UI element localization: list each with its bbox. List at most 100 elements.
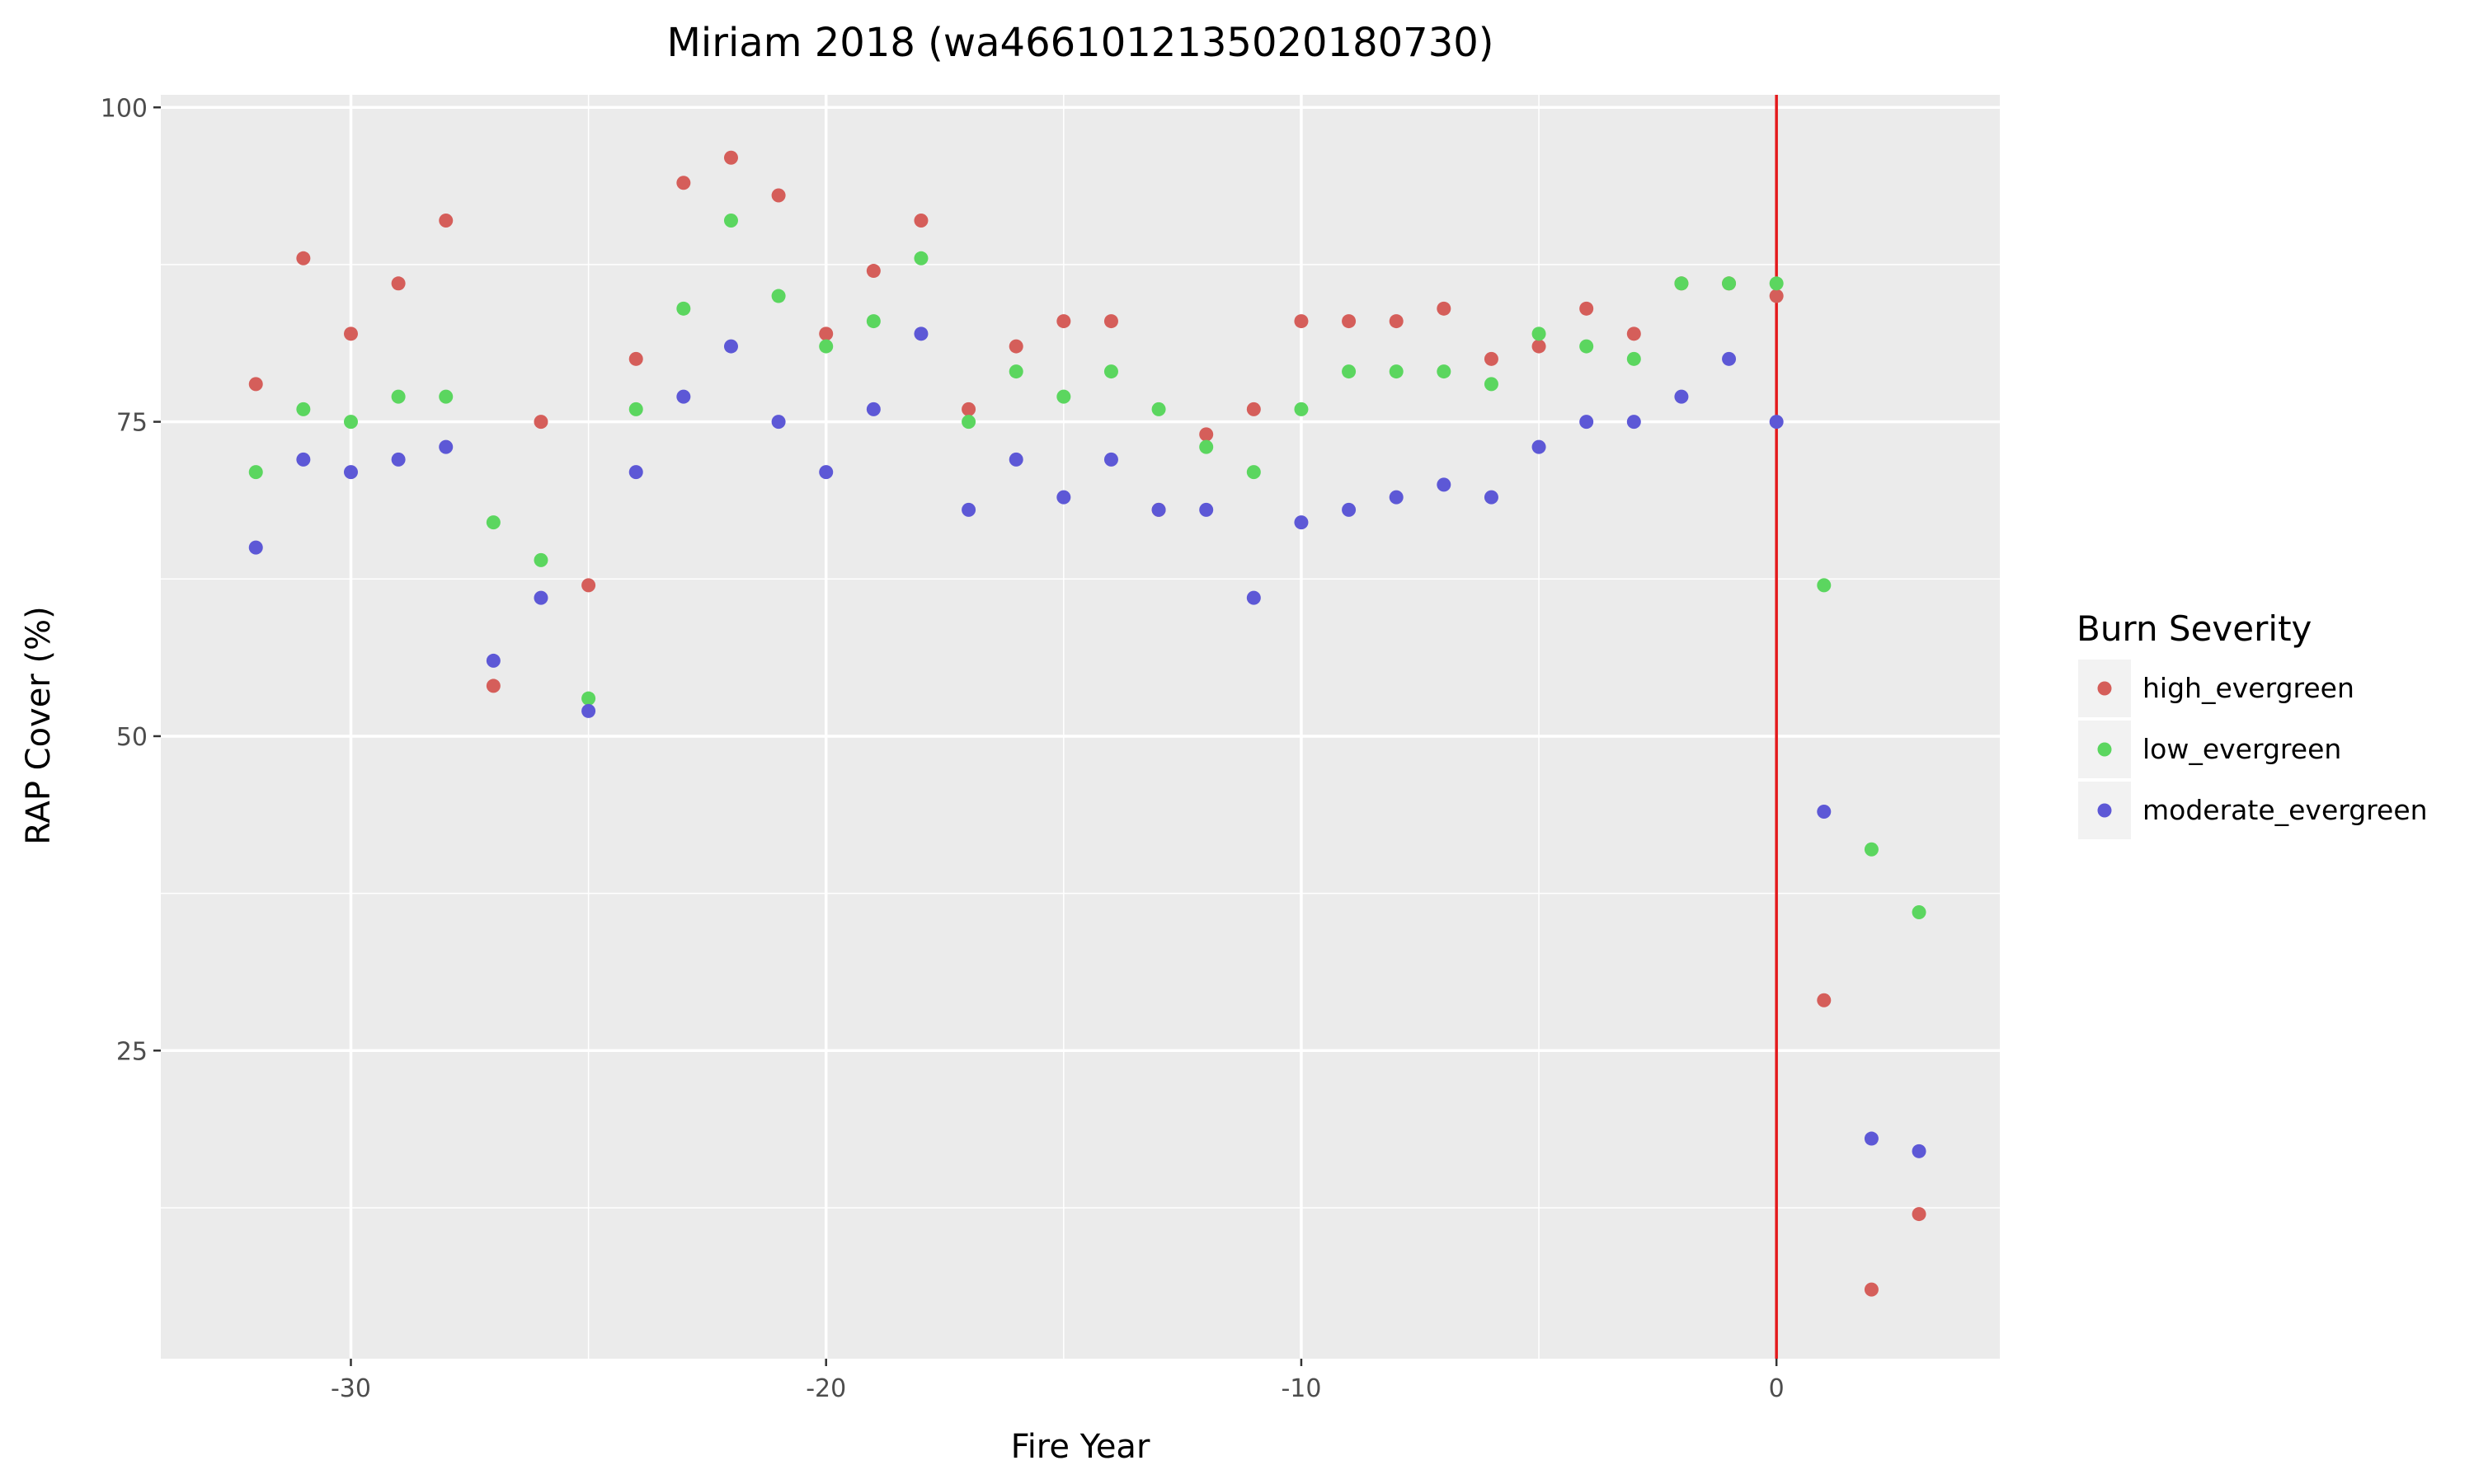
grid-minor-lines bbox=[161, 95, 2000, 1359]
data-point-high-evergreen bbox=[1009, 339, 1023, 354]
data-point-moderate-evergreen bbox=[771, 415, 786, 430]
data-point-low-evergreen bbox=[1579, 339, 1594, 354]
data-point-low-evergreen bbox=[819, 339, 834, 354]
data-point-moderate-evergreen bbox=[1626, 415, 1641, 430]
data-point-moderate-evergreen bbox=[486, 653, 501, 668]
data-point-moderate-evergreen bbox=[1531, 439, 1546, 454]
data-point-moderate-evergreen bbox=[296, 452, 311, 467]
data-point-moderate-evergreen bbox=[1389, 490, 1404, 505]
data-point-low-evergreen bbox=[1722, 276, 1737, 291]
y-tick-label: 100 bbox=[101, 94, 148, 123]
data-point-high-evergreen bbox=[391, 276, 406, 291]
data-point-moderate-evergreen bbox=[248, 540, 263, 555]
data-point-low-evergreen bbox=[1626, 351, 1641, 366]
data-point-low-evergreen bbox=[1199, 439, 1214, 454]
data-point-moderate-evergreen bbox=[914, 326, 929, 341]
data-point-moderate-evergreen bbox=[676, 389, 691, 404]
y-tick-label: 75 bbox=[116, 409, 148, 438]
data-point-high-evergreen bbox=[676, 176, 691, 190]
y-tick-label: 50 bbox=[116, 723, 148, 752]
legend-key-marker bbox=[2097, 803, 2112, 818]
data-point-moderate-evergreen bbox=[866, 402, 881, 416]
data-point-low-evergreen bbox=[439, 389, 454, 404]
x-tick-label: -20 bbox=[806, 1374, 846, 1403]
data-point-moderate-evergreen bbox=[1056, 490, 1071, 505]
data-point-high-evergreen bbox=[439, 214, 454, 228]
data-point-high-evergreen bbox=[1769, 289, 1784, 303]
data-point-moderate-evergreen bbox=[1579, 415, 1594, 430]
data-point-high-evergreen bbox=[486, 679, 501, 693]
y-axis-label: RAP Cover (%) bbox=[20, 606, 58, 844]
data-point-low-evergreen bbox=[486, 515, 501, 530]
y-tick-label: 25 bbox=[116, 1037, 148, 1066]
legend-label: high_evergreen bbox=[2142, 672, 2354, 704]
data-point-high-evergreen bbox=[1246, 402, 1261, 416]
data-point-moderate-evergreen bbox=[1009, 452, 1023, 467]
chart-title: Miriam 2018 (wa46610121350201807​30) bbox=[666, 20, 1493, 66]
data-point-moderate-evergreen bbox=[819, 465, 834, 480]
x-tick-label: -30 bbox=[331, 1374, 371, 1403]
data-point-low-evergreen bbox=[628, 402, 643, 416]
data-point-low-evergreen bbox=[1912, 904, 1926, 919]
data-point-moderate-evergreen bbox=[534, 590, 548, 605]
data-point-low-evergreen bbox=[676, 301, 691, 316]
data-point-high-evergreen bbox=[1389, 314, 1404, 329]
data-point-high-evergreen bbox=[914, 214, 929, 228]
data-point-high-evergreen bbox=[1199, 427, 1214, 442]
data-point-high-evergreen bbox=[962, 402, 976, 416]
data-point-moderate-evergreen bbox=[1246, 590, 1261, 605]
data-point-high-evergreen bbox=[1294, 314, 1309, 329]
data-point-high-evergreen bbox=[1864, 1282, 1879, 1297]
data-point-low-evergreen bbox=[1437, 364, 1451, 379]
data-point-high-evergreen bbox=[628, 351, 643, 366]
data-points bbox=[248, 150, 1926, 1297]
data-point-high-evergreen bbox=[771, 188, 786, 203]
data-point-moderate-evergreen bbox=[1769, 415, 1784, 430]
x-axis-label: Fire Year bbox=[1011, 1428, 1150, 1466]
data-point-moderate-evergreen bbox=[391, 452, 406, 467]
data-point-moderate-evergreen bbox=[1294, 515, 1309, 530]
data-point-low-evergreen bbox=[1484, 377, 1498, 392]
data-point-moderate-evergreen bbox=[1722, 351, 1737, 366]
data-point-low-evergreen bbox=[391, 389, 406, 404]
x-tick-label: -10 bbox=[1281, 1374, 1321, 1403]
data-point-moderate-evergreen bbox=[1912, 1144, 1926, 1158]
data-point-moderate-evergreen bbox=[1151, 502, 1166, 517]
data-point-low-evergreen bbox=[1389, 364, 1404, 379]
data-point-moderate-evergreen bbox=[1864, 1131, 1879, 1146]
data-point-low-evergreen bbox=[723, 214, 738, 228]
data-point-high-evergreen bbox=[1626, 326, 1641, 341]
data-point-high-evergreen bbox=[1579, 301, 1594, 316]
legend-items: high_evergreen low_evergreen moderate_ever… bbox=[2078, 660, 2428, 839]
data-point-moderate-evergreen bbox=[1437, 477, 1451, 492]
data-point-low-evergreen bbox=[1246, 465, 1261, 480]
data-point-high-evergreen bbox=[1484, 351, 1498, 366]
data-point-moderate-evergreen bbox=[1342, 502, 1357, 517]
data-point-low-evergreen bbox=[1009, 364, 1023, 379]
data-point-low-evergreen bbox=[866, 314, 881, 329]
legend: Burn Severity high_evergreen low_evergree… bbox=[2077, 608, 2428, 839]
data-point-low-evergreen bbox=[1531, 326, 1546, 341]
plot-panel bbox=[161, 95, 2000, 1359]
data-point-low-evergreen bbox=[1294, 402, 1309, 416]
data-point-moderate-evergreen bbox=[1817, 804, 1832, 819]
data-point-moderate-evergreen bbox=[1103, 452, 1118, 467]
data-point-low-evergreen bbox=[1864, 842, 1879, 857]
data-point-high-evergreen bbox=[1817, 993, 1832, 1007]
y-axis: 25 50 75 100 bbox=[101, 94, 161, 1066]
legend-key-marker bbox=[2097, 681, 2112, 696]
data-point-low-evergreen bbox=[962, 415, 976, 430]
data-point-high-evergreen bbox=[866, 264, 881, 279]
data-point-high-evergreen bbox=[248, 377, 263, 392]
data-point-moderate-evergreen bbox=[439, 439, 454, 454]
data-point-moderate-evergreen bbox=[628, 465, 643, 480]
x-axis: -30 -20 -10 0 bbox=[331, 1359, 1785, 1403]
data-point-moderate-evergreen bbox=[1484, 490, 1498, 505]
data-point-low-evergreen bbox=[296, 402, 311, 416]
legend-title: Burn Severity bbox=[2077, 608, 2312, 649]
legend-key-marker bbox=[2097, 742, 2112, 757]
data-point-moderate-evergreen bbox=[962, 502, 976, 517]
data-point-low-evergreen bbox=[1817, 578, 1832, 593]
